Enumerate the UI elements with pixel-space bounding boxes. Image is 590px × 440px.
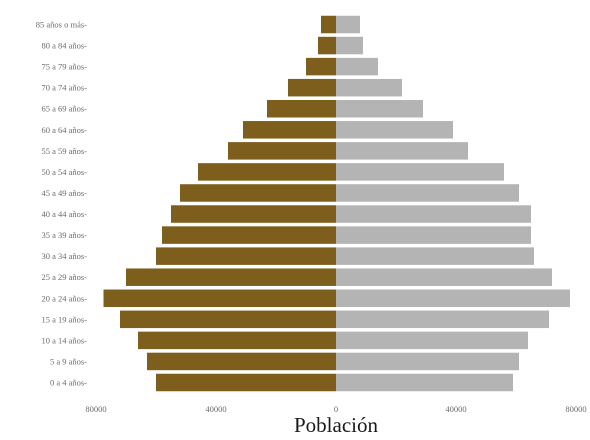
y-tick-label: 5 a 9 años- xyxy=(50,356,87,366)
male-bar xyxy=(318,36,336,55)
y-tick-label: 55 a 59 años- xyxy=(41,146,87,156)
male-bar xyxy=(228,142,336,160)
female-bar xyxy=(336,226,531,244)
y-tick-label: 10 a 14 años- xyxy=(41,335,87,345)
x-tick-label: 0 xyxy=(334,404,338,414)
x-tick-label: 40000 xyxy=(205,404,226,414)
y-tick-label: 85 años o más- xyxy=(36,20,87,30)
y-tick-label: 45 a 49 años- xyxy=(41,188,87,198)
female-bar xyxy=(336,36,363,55)
y-tick-label: 15 a 19 años- xyxy=(41,314,87,324)
female-bar xyxy=(336,142,468,160)
female-bars-group xyxy=(336,15,570,392)
y-tick-label: 50 a 54 años- xyxy=(41,167,87,177)
male-bar xyxy=(138,331,336,350)
y-tick-label: 70 a 74 años- xyxy=(41,83,87,93)
female-bar xyxy=(336,15,360,34)
y-axis-ticks: 0 a 4 años- 5 a 9 años- 10 a 14 años- 15 a … xyxy=(36,20,87,388)
male-bar xyxy=(243,121,336,139)
y-tick-label: 60 a 64 años- xyxy=(41,125,87,135)
female-bar xyxy=(336,57,378,76)
male-bar xyxy=(288,78,336,97)
x-tick-label: 40000 xyxy=(445,404,466,414)
female-bar xyxy=(336,78,402,97)
female-bar xyxy=(336,289,570,308)
y-tick-label: 75 a 79 años- xyxy=(41,62,87,72)
x-tick-label: 80000 xyxy=(85,404,106,414)
male-bar xyxy=(267,99,336,118)
female-bar xyxy=(336,373,513,392)
female-bar xyxy=(336,247,534,265)
male-bar xyxy=(147,352,336,371)
female-bar xyxy=(336,184,519,202)
female-bar xyxy=(336,121,453,139)
male-bars-group xyxy=(103,15,336,392)
male-bar xyxy=(306,57,336,76)
male-bar xyxy=(321,15,336,34)
female-bar xyxy=(336,99,423,118)
female-bar xyxy=(336,352,519,371)
male-bar xyxy=(162,226,336,244)
male-bar xyxy=(171,205,336,223)
male-bar xyxy=(198,163,336,181)
male-bar xyxy=(126,268,336,286)
y-tick-label: 80 a 84 años- xyxy=(41,41,87,51)
y-tick-label: 25 a 29 años- xyxy=(41,272,87,282)
y-tick-label: 40 a 44 años- xyxy=(41,209,87,219)
female-bar xyxy=(336,205,531,223)
y-tick-label: 65 a 69 años- xyxy=(41,104,87,114)
male-bar xyxy=(103,289,336,308)
male-bar xyxy=(180,184,336,202)
male-bar xyxy=(156,373,336,392)
male-bar xyxy=(156,247,336,265)
female-bar xyxy=(336,310,549,329)
y-tick-label: 30 a 34 años- xyxy=(41,251,87,261)
y-tick-label: 20 a 24 años- xyxy=(41,293,87,303)
female-bar xyxy=(336,331,528,350)
y-tick-label: 35 a 39 años- xyxy=(41,230,87,240)
female-bar xyxy=(336,163,504,181)
male-bar xyxy=(120,310,336,329)
x-axis-ticks: 80000 40000 0 40000 80000 xyxy=(85,404,586,414)
y-tick-label: 0 a 4 años- xyxy=(50,378,87,388)
x-tick-label: 80000 xyxy=(565,404,586,414)
x-axis-title: Población xyxy=(294,413,378,435)
female-bar xyxy=(336,268,552,286)
